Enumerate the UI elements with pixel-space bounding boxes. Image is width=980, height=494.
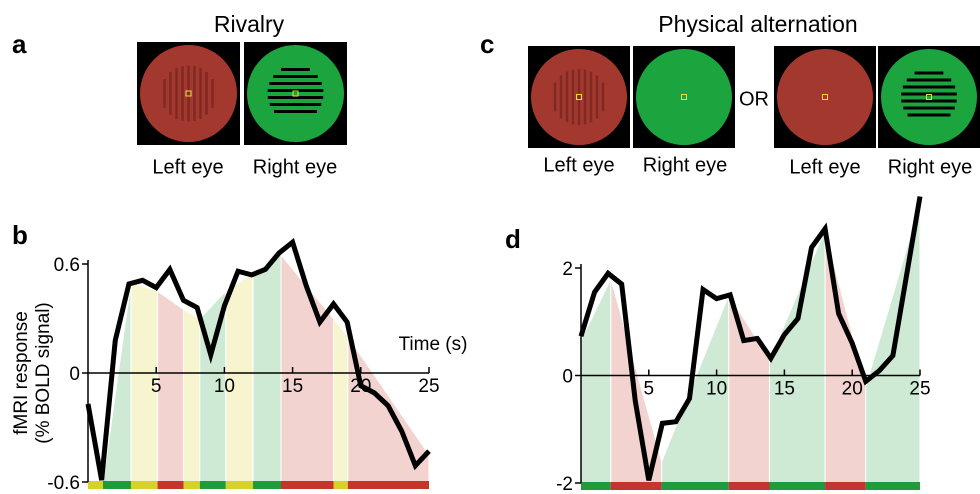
- state-bar: [661, 482, 729, 490]
- state-bar: [825, 482, 866, 490]
- state-bar: [130, 481, 158, 489]
- stimulus-disc: [881, 49, 977, 145]
- prediction-area: [580, 278, 612, 484]
- state-bar: [183, 481, 200, 489]
- state-bar: [199, 481, 226, 489]
- eye-label: Right eye: [643, 154, 728, 176]
- eye-label: Right eye: [253, 156, 338, 178]
- data-line: [85, 237, 431, 481]
- state-bar: [865, 482, 920, 490]
- state-bar: [728, 482, 770, 490]
- panel-title: Physical alternation: [658, 11, 857, 37]
- x-tick-label: 20: [842, 379, 863, 400]
- fixation: [576, 94, 582, 100]
- prediction-area: [182, 308, 201, 483]
- panel-label: c: [480, 29, 494, 59]
- state-bar: [225, 481, 254, 489]
- stimulus-disc: [636, 49, 732, 145]
- state-bar: [157, 481, 184, 489]
- stimulus: [244, 42, 347, 145]
- prediction-area: [333, 317, 349, 483]
- x-tick-label: 5: [644, 379, 655, 400]
- y-axis-label: (% BOLD signal): [33, 302, 54, 444]
- fixation: [185, 90, 192, 97]
- state-bar: [581, 482, 611, 490]
- panel-title: Rivalry: [214, 11, 285, 37]
- stimulus-disc: [247, 45, 344, 142]
- stimulus: [137, 42, 240, 145]
- state-bar: [769, 482, 826, 490]
- y-axis-label: fMRI response: [11, 311, 32, 435]
- fixation: [292, 90, 299, 97]
- stimulus: [878, 46, 980, 148]
- x-tick-label: 10: [214, 376, 235, 397]
- fixation: [926, 94, 932, 100]
- eye-label: Right eye: [888, 156, 973, 178]
- x-tick-label: 25: [909, 379, 930, 400]
- y-tick-label: -0.6: [47, 473, 80, 494]
- y-tick-label: 0: [562, 367, 573, 388]
- eye-label: Left eye: [543, 154, 614, 176]
- state-bar: [347, 481, 429, 489]
- y-tick-label: -2: [556, 474, 573, 494]
- x-tick-label: 5: [151, 376, 162, 397]
- prediction-area: [728, 293, 770, 484]
- y-tick-label: 2: [562, 259, 573, 280]
- eye-label: Left eye: [152, 156, 223, 178]
- state-bar: [610, 482, 662, 490]
- prediction-area: [252, 253, 282, 483]
- x-tick-label: 25: [418, 376, 439, 397]
- prediction-area: [102, 282, 132, 483]
- stimulus: [633, 46, 735, 148]
- x-tick-label: 15: [774, 379, 795, 400]
- stimulus-disc: [777, 49, 873, 145]
- y-tick-label: 0: [69, 364, 80, 385]
- state-bar: [253, 481, 282, 489]
- data-line: [578, 196, 923, 481]
- state-bar: [333, 481, 348, 489]
- fixation: [822, 94, 828, 100]
- y-tick-label: 0.6: [54, 255, 80, 276]
- fixation: [681, 94, 687, 100]
- panel-label: a: [12, 29, 27, 59]
- x-tick-label: 10: [706, 379, 727, 400]
- separator: OR: [739, 88, 769, 110]
- stimulus: [774, 46, 876, 148]
- state-bar: [103, 481, 131, 489]
- stimulus: [528, 46, 630, 148]
- eye-label: Left eye: [789, 156, 860, 178]
- x-axis-label: Time (s): [399, 334, 468, 355]
- state-bar: [281, 481, 334, 489]
- x-tick-label: 15: [282, 376, 303, 397]
- panel-label: d: [505, 224, 521, 254]
- panel-label: b: [12, 220, 28, 250]
- state-bar: [88, 481, 104, 489]
- prediction-area: [768, 230, 826, 484]
